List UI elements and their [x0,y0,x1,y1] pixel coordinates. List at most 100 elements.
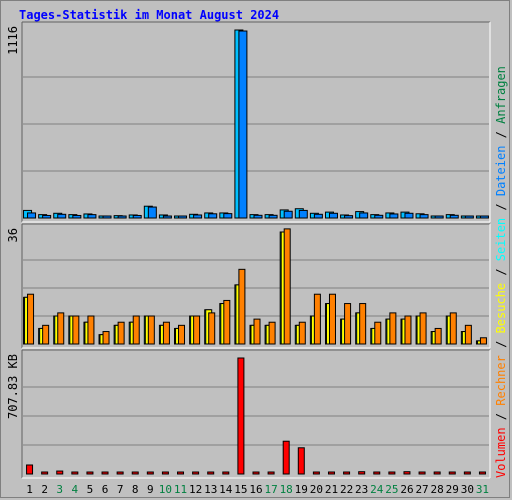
series-legend: Volumen / Rechner / Besuche / Seiten / D… [494,66,508,478]
bar-dateien-day-11 [178,215,188,219]
scale-label: 1116 [6,26,20,55]
day-label-16: 16 [249,483,262,496]
bar-rechner-day-11 [178,324,186,345]
day-label-28: 28 [431,483,444,496]
bar-dateien-day-23 [359,212,369,219]
bar-rechner-day-16 [253,318,261,345]
bar-dateien-day-15 [238,30,248,219]
bar-volumen-day-26 [403,471,411,475]
day-label-21: 21 [325,483,338,496]
day-label-2: 2 [41,483,48,496]
bar-volumen-day-19 [297,447,305,475]
day-label-27: 27 [415,483,428,496]
legend-separator: / [494,333,508,355]
day-label-29: 29 [446,483,459,496]
legend-separator: / [494,124,508,146]
bar-volumen-day-23 [358,471,366,475]
panel-seiten-besuche-rechner: 36 [6,223,491,349]
bar-volumen-day-22 [343,471,351,475]
bar-dateien-day-31 [479,215,489,219]
bar-volumen-day-12 [192,471,200,475]
chart-title: Tages-Statistik im Monat August 2024 [19,8,280,22]
bar-volumen-day-30 [463,471,471,475]
day-label-5: 5 [87,483,94,496]
day-label-30: 30 [461,483,474,496]
bar-rechner-day-12 [193,315,201,345]
bar-rechner-day-3 [57,312,65,345]
bar-rechner-day-26 [404,315,412,345]
legend-entry-rechner: Rechner [494,355,508,406]
bar-rechner-day-24 [374,321,382,345]
bar-dateien-day-28 [434,215,444,219]
bar-dateien-day-3 [57,213,67,219]
day-label-9: 9 [147,483,154,496]
bar-dateien-day-5 [87,214,97,219]
bar-volumen-day-11 [177,471,185,475]
bar-dateien-day-9 [147,206,157,219]
bar-rechner-day-29 [449,312,457,345]
bar-dateien-day-29 [449,214,459,219]
bar-dateien-day-24 [374,214,384,219]
bar-dateien-day-13 [208,213,218,219]
legend-separator: / [494,406,508,428]
scale-label: 36 [6,228,20,242]
bar-rechner-day-1 [27,293,35,345]
bar-volumen-day-27 [418,471,426,475]
bar-volumen-day-24 [373,471,381,475]
bar-rechner-day-10 [162,321,170,345]
day-label-1: 1 [26,483,33,496]
bar-volumen-day-31 [478,471,486,475]
bar-dateien-day-6 [102,215,112,219]
day-label-31: 31 [476,483,489,496]
bar-volumen-day-5 [86,471,94,475]
bar-rechner-day-2 [42,324,50,345]
day-label-3: 3 [56,483,63,496]
bar-volumen-day-25 [388,471,396,475]
bar-volumen-day-9 [146,471,154,475]
day-label-6: 6 [102,483,109,496]
day-label-17: 17 [264,483,277,496]
bar-dateien-day-30 [464,215,474,219]
bar-volumen-day-15 [237,357,245,475]
bar-volumen-day-10 [161,471,169,475]
bar-dateien-day-10 [162,215,172,219]
bar-dateien-day-12 [193,214,203,219]
bar-dateien-day-14 [223,213,233,219]
bar-volumen-day-4 [71,471,79,475]
bar-rechner-day-31 [479,337,487,345]
bar-volumen-day-6 [101,471,109,475]
legend-entry-volumen: Volumen [494,427,508,478]
bar-volumen-day-7 [116,471,124,475]
bar-volumen-day-8 [131,471,139,475]
bar-volumen-day-14 [222,471,230,475]
bar-rechner-day-22 [344,303,352,345]
bar-volumen-day-2 [41,471,49,475]
scale-label: 707.83 KB [6,354,20,419]
legend-separator: / [494,196,508,218]
bar-rechner-day-27 [419,312,427,345]
legend-entry-anfragen: Anfragen [494,66,508,124]
bar-rechner-day-4 [72,315,80,345]
day-label-26: 26 [400,483,413,496]
day-label-24: 24 [370,483,384,496]
bar-dateien-day-2 [42,214,52,219]
bar-rechner-day-18 [283,228,291,345]
bar-dateien-day-19 [298,209,308,219]
bar-dateien-day-18 [283,210,293,219]
bar-rechner-day-14 [223,299,231,345]
bar-volumen-day-29 [448,471,456,475]
bar-dateien-day-16 [253,214,263,219]
bar-dateien-day-26 [404,212,414,219]
bar-rechner-day-13 [208,312,216,345]
bar-rechner-day-19 [298,321,306,345]
bar-rechner-day-17 [268,321,276,345]
day-label-10: 10 [159,483,172,496]
panel-volumen: 707.83 KB [6,349,491,479]
bar-rechner-day-15 [238,268,246,345]
bar-dateien-day-4 [72,214,82,219]
bar-volumen-day-1 [26,464,34,475]
bar-volumen-day-3 [56,470,64,475]
day-label-18: 18 [280,483,293,496]
